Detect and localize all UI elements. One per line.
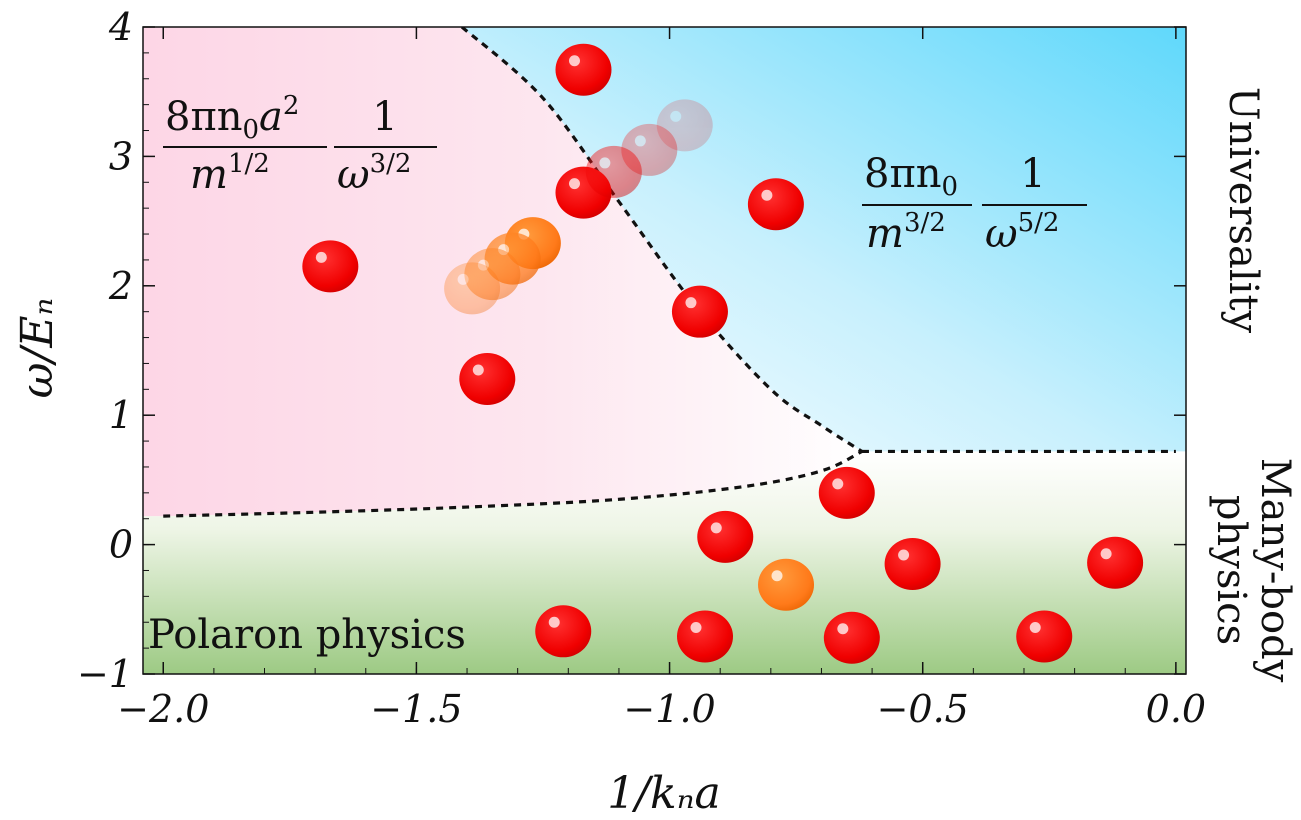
y-tick-label: 2 — [108, 264, 133, 308]
svg-text:8πn0: 8πn0 — [864, 151, 958, 202]
svg-text:1: 1 — [372, 94, 397, 140]
red-point-0-7 — [697, 510, 754, 563]
boundary-line-lower — [163, 449, 863, 518]
red-point-0-9 — [1087, 536, 1144, 589]
x-tick-label: −0.5 — [877, 687, 969, 731]
x-tick-label: −1.5 — [370, 687, 462, 731]
point-highlight — [685, 297, 697, 309]
x-tick-label: −1.0 — [623, 687, 715, 731]
point-body — [656, 99, 713, 152]
point-body — [823, 611, 880, 664]
red-point-0-10 — [535, 605, 592, 658]
point-body — [1087, 536, 1144, 589]
red-point-3-2 — [656, 99, 713, 152]
formula-polaron: 8πn0a2 m1/2 1 ω3/2 — [163, 91, 437, 198]
plot-area — [143, 27, 1186, 674]
point-highlight — [710, 522, 722, 534]
many-body-label-line1: Many-body — [1252, 458, 1298, 683]
red-point-0-11 — [677, 610, 734, 663]
point-highlight — [548, 616, 560, 628]
boundary-line-upper — [460, 27, 863, 453]
point-body — [671, 285, 728, 338]
polaron-physics-label: Polaron physics — [148, 612, 466, 658]
point-highlight — [315, 251, 327, 263]
point-highlight — [568, 178, 580, 190]
point-body — [677, 610, 734, 663]
point-highlight — [472, 364, 484, 376]
point-highlight — [1100, 548, 1112, 560]
point-highlight — [599, 157, 611, 169]
red-point-0-8 — [884, 538, 941, 591]
svg-text:m1/2: m1/2 — [190, 149, 270, 198]
red-point-0-3 — [302, 240, 359, 293]
y-tick-label: 3 — [109, 134, 133, 178]
x-tick-label: −2.0 — [117, 687, 209, 731]
point-highlight — [771, 570, 783, 582]
point-highlight — [898, 549, 910, 561]
point-body — [535, 605, 592, 658]
y-tick-label: −1 — [77, 652, 133, 696]
point-body — [697, 510, 754, 563]
svg-text:m3/2: m3/2 — [866, 208, 946, 257]
universality-label: Universality — [1220, 87, 1266, 334]
svg-text:8πn0a2: 8πn0a2 — [165, 91, 299, 145]
point-highlight — [761, 189, 773, 201]
red-point-0-12 — [823, 611, 880, 664]
y-tick-label: 4 — [108, 5, 133, 49]
data-points — [302, 43, 1144, 664]
point-body — [1016, 610, 1073, 663]
point-highlight — [568, 55, 580, 67]
point-highlight — [670, 110, 682, 122]
svg-text:1: 1 — [1020, 151, 1045, 197]
point-body — [758, 558, 815, 611]
red-point-0-0 — [555, 43, 612, 96]
point-highlight — [832, 478, 844, 490]
many-body-region — [143, 451, 1186, 674]
point-highlight — [634, 135, 646, 147]
red-point-0-6 — [818, 466, 875, 519]
plot-frame — [142, 26, 1187, 675]
svg-text:ω5/2: ω5/2 — [985, 208, 1059, 257]
orange-point-2-2 — [444, 262, 501, 315]
point-body — [555, 43, 612, 96]
point-highlight — [837, 623, 849, 635]
point-highlight — [690, 621, 702, 633]
x-axis-label: 1/kₙa — [607, 768, 721, 819]
y-tick-label: 1 — [109, 393, 133, 437]
point-highlight — [457, 273, 469, 285]
red-point-0-5 — [459, 352, 516, 405]
axis-ticks: −2.0 −1.5 −1.0 −0.5 0.0 −1 0 1 2 3 4 — [77, 5, 1206, 731]
orange-point-1-1 — [758, 558, 815, 611]
red-point-0-4 — [671, 285, 728, 338]
point-body — [884, 538, 941, 591]
point-body — [747, 178, 804, 231]
point-body — [459, 352, 516, 405]
svg-text:ω3/2: ω3/2 — [337, 149, 411, 198]
formula-universality: 8πn0 m3/2 1 ω5/2 — [862, 151, 1087, 257]
point-highlight — [1029, 621, 1041, 633]
y-axis-label: ω/Eₙ — [12, 298, 63, 399]
point-body — [302, 240, 359, 293]
many-body-label-line2: physics — [1208, 495, 1254, 645]
point-body — [818, 466, 875, 519]
x-tick-label: 0.0 — [1146, 687, 1206, 731]
point-body — [444, 262, 501, 315]
red-point-0-13 — [1016, 610, 1073, 663]
y-tick-label: 0 — [109, 523, 133, 567]
red-point-0-2 — [747, 178, 804, 231]
